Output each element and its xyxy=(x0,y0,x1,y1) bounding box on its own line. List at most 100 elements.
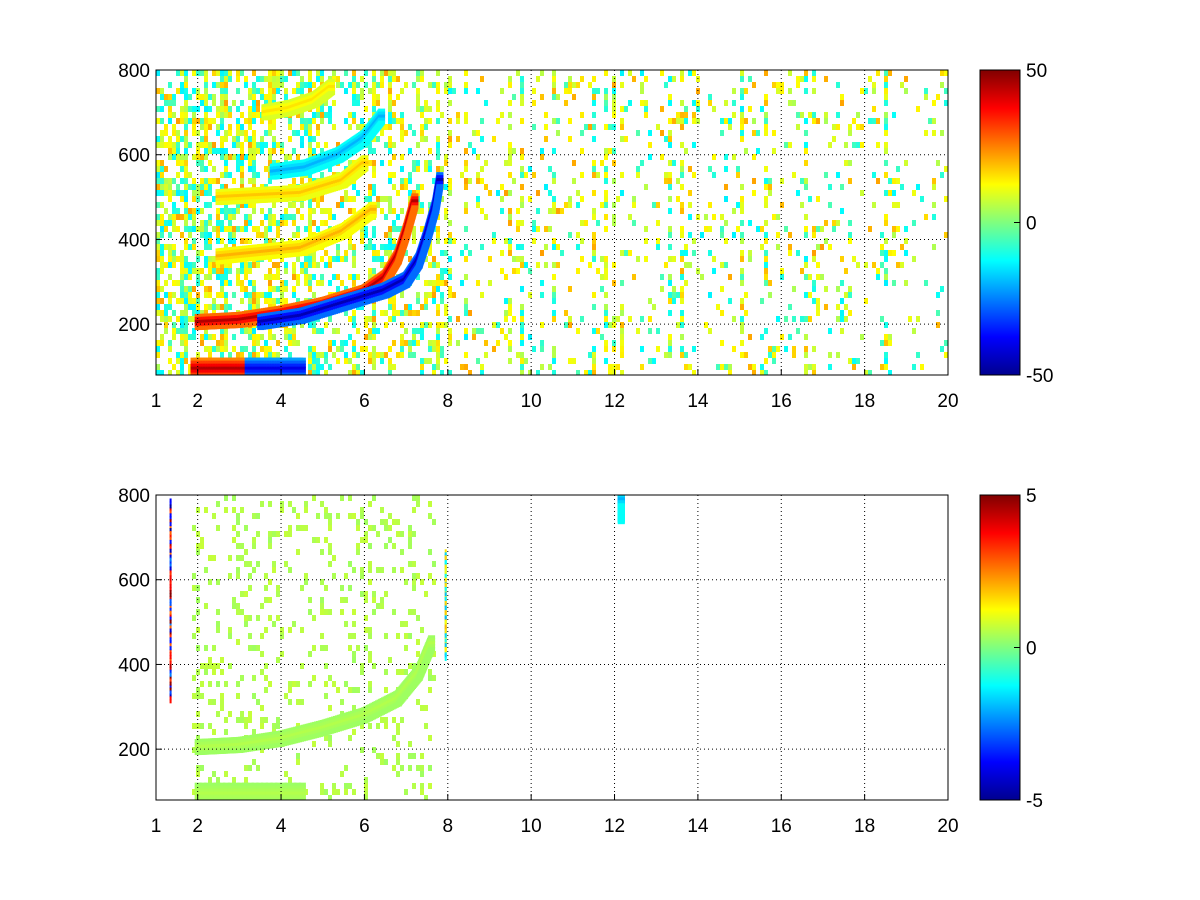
heatmap-cell xyxy=(252,298,256,304)
heatmap-cell xyxy=(400,130,404,136)
heatmap-cell xyxy=(436,286,440,292)
heatmap-cell xyxy=(192,316,196,322)
heatmap-cell xyxy=(208,148,212,154)
heatmap-cell xyxy=(580,220,584,226)
heatmap-cell xyxy=(324,370,328,375)
heatmap-cell xyxy=(240,280,244,286)
heatmap-cell xyxy=(900,184,904,190)
heatmap-cell xyxy=(444,82,448,88)
heatmap-cell xyxy=(320,106,324,112)
heatmap-cell xyxy=(680,208,684,214)
heatmap-cell xyxy=(276,352,280,358)
heatmap-cell xyxy=(600,274,604,280)
heatmap-cell xyxy=(796,250,800,256)
heatmap-cell xyxy=(896,226,900,232)
heatmap-cell xyxy=(604,304,608,310)
heatmap-cell xyxy=(840,280,844,286)
heatmap-cell xyxy=(668,196,672,202)
heatmap-cell xyxy=(264,238,268,244)
heatmap-cell xyxy=(248,148,252,154)
heatmap-cell xyxy=(452,238,456,244)
heatmap-cell xyxy=(200,154,204,160)
heatmap-cell xyxy=(300,76,304,82)
heatmap-cell xyxy=(168,118,172,124)
heatmap-cell xyxy=(352,364,356,370)
heatmap-cell xyxy=(272,118,276,124)
heatmap-cell xyxy=(164,190,168,196)
heatmap-cell xyxy=(336,82,340,88)
heatmap-cell xyxy=(268,208,272,214)
heatmap-cell xyxy=(780,202,784,208)
heatmap-cell xyxy=(412,166,416,172)
heatmap-cell xyxy=(668,244,672,250)
heatmap-cell xyxy=(372,94,376,100)
heatmap-cell xyxy=(540,148,544,154)
heatmap-cell xyxy=(384,310,388,316)
heatmap-cell xyxy=(388,346,392,352)
heatmap-cell xyxy=(608,148,612,154)
heatmap-cell xyxy=(420,364,424,370)
heatmap-cell xyxy=(824,304,828,310)
heatmap-cell xyxy=(368,238,372,244)
heatmap-cell xyxy=(592,238,596,244)
heatmap-cell xyxy=(720,130,724,136)
heatmap-cell xyxy=(764,70,768,76)
heatmap-cell xyxy=(532,172,536,178)
heatmap-cell xyxy=(768,184,772,190)
heatmap-cell xyxy=(684,250,688,256)
heatmap-cell xyxy=(236,88,240,94)
heatmap-cell xyxy=(252,148,256,154)
heatmap-cell xyxy=(708,292,712,298)
heatmap-cell xyxy=(792,316,796,322)
heatmap-cell xyxy=(160,130,164,136)
heatmap-cell xyxy=(516,70,520,76)
heatmap-cell xyxy=(160,190,164,196)
heatmap-cell xyxy=(208,292,212,298)
heatmap-cell xyxy=(740,88,744,94)
heatmap-cell xyxy=(788,232,792,238)
heatmap-cell xyxy=(204,226,208,232)
heatmap-cell xyxy=(884,130,888,136)
heatmap-cell xyxy=(260,232,264,238)
heatmap-cell xyxy=(248,334,252,340)
heatmap-cell xyxy=(320,148,324,154)
heatmap-cell xyxy=(764,100,768,106)
heatmap-cell xyxy=(160,250,164,256)
heatmap-cell xyxy=(308,364,312,370)
heatmap-cell xyxy=(620,136,624,142)
heatmap-cell xyxy=(156,220,160,226)
heatmap-cell xyxy=(592,94,596,100)
heatmap-cell xyxy=(804,316,808,322)
heatmap-cell xyxy=(612,160,616,166)
heatmap-cell xyxy=(648,316,652,322)
heatmap-cell xyxy=(496,340,500,346)
heatmap-cell xyxy=(708,328,712,334)
heatmap-cell xyxy=(824,118,828,124)
heatmap-cell xyxy=(212,310,216,316)
heatmap-cell xyxy=(500,250,504,256)
heatmap-cell xyxy=(824,112,828,118)
heatmap-cell xyxy=(816,304,820,310)
heatmap-cell xyxy=(312,220,316,226)
heatmap-cell xyxy=(568,286,572,292)
heatmap-cell xyxy=(884,250,888,256)
heatmap-cell xyxy=(244,328,248,334)
heatmap-cell xyxy=(316,196,320,202)
heatmap-cell xyxy=(204,154,208,160)
heatmap-cell xyxy=(348,244,352,250)
heatmap-cell xyxy=(164,262,168,268)
heatmap-cell xyxy=(328,166,332,172)
heatmap-cell xyxy=(160,166,164,172)
heatmap-cell xyxy=(896,202,900,208)
heatmap-cell xyxy=(692,70,696,76)
heatmap-cell xyxy=(884,256,888,262)
heatmap-cell xyxy=(240,160,244,166)
heatmap-cell xyxy=(220,106,224,112)
heatmap-cell xyxy=(224,82,228,88)
heatmap-cell xyxy=(708,250,712,256)
heatmap-cell xyxy=(248,352,252,358)
heatmap-cell xyxy=(284,76,288,82)
heatmap-cell xyxy=(156,142,160,148)
heatmap-cell xyxy=(940,130,944,136)
heatmap-cell xyxy=(884,334,888,340)
